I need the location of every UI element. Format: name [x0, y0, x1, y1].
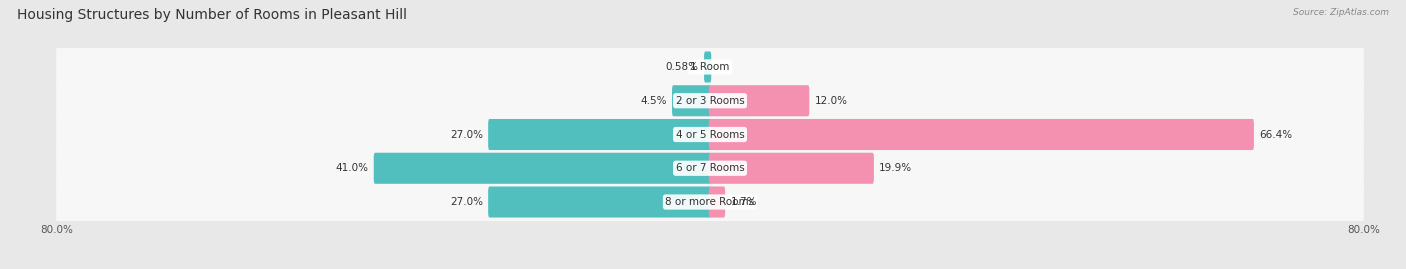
Text: 1 Room: 1 Room — [690, 62, 730, 72]
Text: 12.0%: 12.0% — [814, 96, 848, 106]
Text: 6 or 7 Rooms: 6 or 7 Rooms — [676, 163, 744, 173]
FancyBboxPatch shape — [709, 85, 810, 116]
FancyBboxPatch shape — [709, 119, 1254, 150]
Legend: Owner-occupied, Renter-occupied: Owner-occupied, Renter-occupied — [592, 268, 828, 269]
Text: 2 or 3 Rooms: 2 or 3 Rooms — [676, 96, 744, 106]
FancyBboxPatch shape — [56, 109, 1364, 160]
FancyBboxPatch shape — [709, 186, 725, 218]
FancyBboxPatch shape — [672, 85, 711, 116]
Text: 4.5%: 4.5% — [640, 96, 666, 106]
FancyBboxPatch shape — [488, 186, 711, 218]
FancyBboxPatch shape — [56, 143, 1364, 194]
Text: 4 or 5 Rooms: 4 or 5 Rooms — [676, 129, 744, 140]
Text: 1.7%: 1.7% — [731, 197, 756, 207]
Text: 27.0%: 27.0% — [450, 129, 482, 140]
Text: 41.0%: 41.0% — [336, 163, 368, 173]
Text: 27.0%: 27.0% — [450, 197, 482, 207]
FancyBboxPatch shape — [704, 51, 711, 83]
FancyBboxPatch shape — [488, 119, 711, 150]
Text: Housing Structures by Number of Rooms in Pleasant Hill: Housing Structures by Number of Rooms in… — [17, 8, 406, 22]
Text: 19.9%: 19.9% — [879, 163, 912, 173]
Text: 8 or more Rooms: 8 or more Rooms — [665, 197, 755, 207]
FancyBboxPatch shape — [374, 153, 711, 184]
FancyBboxPatch shape — [56, 41, 1364, 93]
FancyBboxPatch shape — [56, 176, 1364, 228]
Text: 0.58%: 0.58% — [666, 62, 699, 72]
FancyBboxPatch shape — [56, 75, 1364, 126]
Text: Source: ZipAtlas.com: Source: ZipAtlas.com — [1294, 8, 1389, 17]
FancyBboxPatch shape — [709, 153, 875, 184]
Text: 66.4%: 66.4% — [1260, 129, 1292, 140]
